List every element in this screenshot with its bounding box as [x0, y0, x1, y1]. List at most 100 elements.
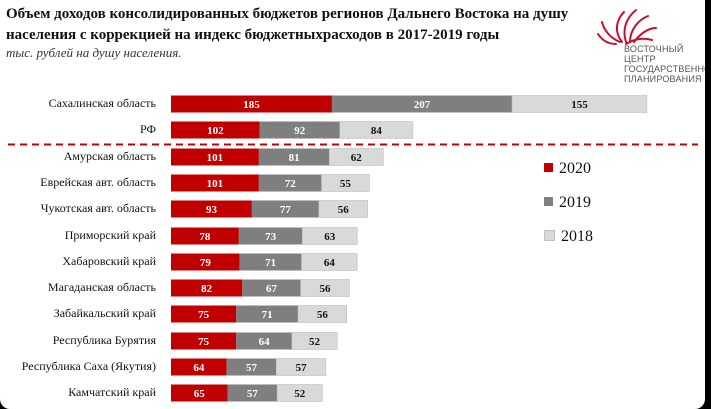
data-label: 73: [265, 231, 277, 243]
logo-line-1: ВОСТОЧНЫЙ ЦЕНТР: [624, 44, 684, 64]
bar-2019: [236, 332, 292, 350]
data-label: 81: [289, 152, 300, 164]
bar-2018: [339, 121, 414, 139]
data-label: 75: [198, 309, 210, 321]
data-label: 65: [194, 388, 206, 400]
legend-swatch: [544, 162, 553, 172]
category-label: Чукотская авт. область: [40, 201, 156, 215]
legend-label: 2018: [561, 228, 593, 245]
bar-2018: [321, 174, 370, 192]
bar-2019: [238, 227, 303, 245]
chart-title: Объем доходов консолидированных бюджетов…: [6, 6, 569, 43]
data-label: 92: [294, 125, 306, 137]
data-label: 56: [317, 309, 329, 321]
bar-2018: [302, 227, 358, 245]
logo-line-2: ГОСУДАРСТВЕННОГО: [624, 64, 705, 74]
category-label: Республика Бурятия: [52, 333, 156, 347]
bar-2020: [171, 253, 240, 271]
data-label: 155: [571, 99, 588, 111]
data-label: 55: [340, 178, 352, 190]
bar-2020: [171, 148, 259, 166]
data-label: 62: [351, 152, 363, 164]
data-label: 57: [296, 362, 308, 374]
data-label: 79: [200, 257, 212, 269]
legend-label: 2020: [559, 160, 591, 177]
bar-2020: [171, 121, 260, 139]
bar-2020: [171, 384, 228, 402]
bar-2020: [171, 332, 237, 350]
bar-2018: [276, 384, 323, 402]
bar-2018: [275, 358, 327, 376]
bar-2019: [226, 358, 277, 376]
bar-2020: [171, 174, 259, 192]
bar-2018: [329, 148, 384, 166]
legend-swatch: [544, 196, 553, 206]
legend-label: 2019: [559, 194, 591, 211]
logo-line-3: ПЛАНИРОВАНИЯ: [624, 74, 702, 84]
bar-2019: [236, 305, 299, 323]
bar-2019: [331, 95, 513, 113]
bar-2020: [171, 95, 332, 113]
category-label: Приморский край: [64, 228, 156, 242]
bar-2019: [242, 279, 301, 297]
data-label: 75: [198, 336, 210, 348]
category-label: Камчатский край: [68, 385, 156, 399]
bar-2018: [300, 279, 350, 297]
data-label: 101: [207, 152, 224, 164]
bar-2020: [171, 200, 252, 218]
bar-2020: [171, 358, 227, 376]
data-label: 67: [266, 283, 278, 295]
category-label: РФ: [140, 122, 156, 136]
bar-2018: [301, 253, 358, 271]
data-label: 64: [259, 336, 271, 348]
bar-2020: [171, 279, 243, 297]
data-label: 64: [193, 362, 205, 374]
data-label: 72: [285, 178, 297, 190]
bar-2019: [259, 121, 340, 139]
bar-2019: [258, 174, 322, 192]
data-label: 71: [262, 309, 273, 321]
data-label: 56: [319, 283, 331, 295]
data-label: 78: [199, 231, 211, 243]
category-label: Республика Саха (Якутия): [21, 359, 156, 373]
category-label: Забайкальский край: [53, 306, 156, 320]
bar-2019: [227, 384, 278, 402]
data-label: 77: [280, 204, 292, 216]
category-label: Сахалинская область: [48, 96, 156, 110]
bar-2019: [239, 253, 302, 271]
legend-swatch: [544, 229, 555, 241]
data-label: 101: [207, 178, 224, 190]
data-label: 52: [294, 388, 306, 400]
data-label: 64: [324, 257, 336, 269]
logo-text: ВОСТОЧНЫЙ ЦЕНТР ГОСУДАРСТВЕННОГО ПЛАНИРО…: [624, 44, 705, 84]
bar-2020: [171, 227, 239, 245]
data-label: 185: [243, 99, 260, 111]
data-label: 56: [338, 204, 350, 216]
bar-2018: [297, 305, 348, 323]
data-label: 207: [414, 99, 431, 111]
bar-2019: [258, 148, 330, 166]
category-label: Амурская область: [63, 149, 156, 163]
bar-2019: [251, 200, 319, 218]
bar-2018: [291, 332, 338, 350]
data-label: 102: [207, 125, 224, 137]
data-label: 57: [246, 362, 258, 374]
legend-item-2018: 2018: [544, 228, 593, 246]
category-label: Хабаровский край: [62, 254, 156, 268]
data-label: 82: [201, 283, 213, 295]
bar-2018: [318, 200, 368, 218]
bar-2018: [511, 95, 648, 113]
data-label: 52: [309, 336, 321, 348]
chart-subtitle: тыс. рублей на душу населения.: [6, 45, 182, 60]
category-label: Магаданская область: [47, 280, 156, 294]
legend-item-2019: 2019: [544, 194, 591, 212]
data-label: 93: [206, 204, 218, 216]
category-label: Еврейская авт. область: [40, 175, 156, 189]
data-label: 71: [265, 257, 276, 269]
logo-icon: [597, 9, 657, 45]
data-label: 84: [371, 125, 383, 137]
legend-item-2020: 2020: [544, 160, 591, 178]
bar-2020: [171, 305, 237, 323]
